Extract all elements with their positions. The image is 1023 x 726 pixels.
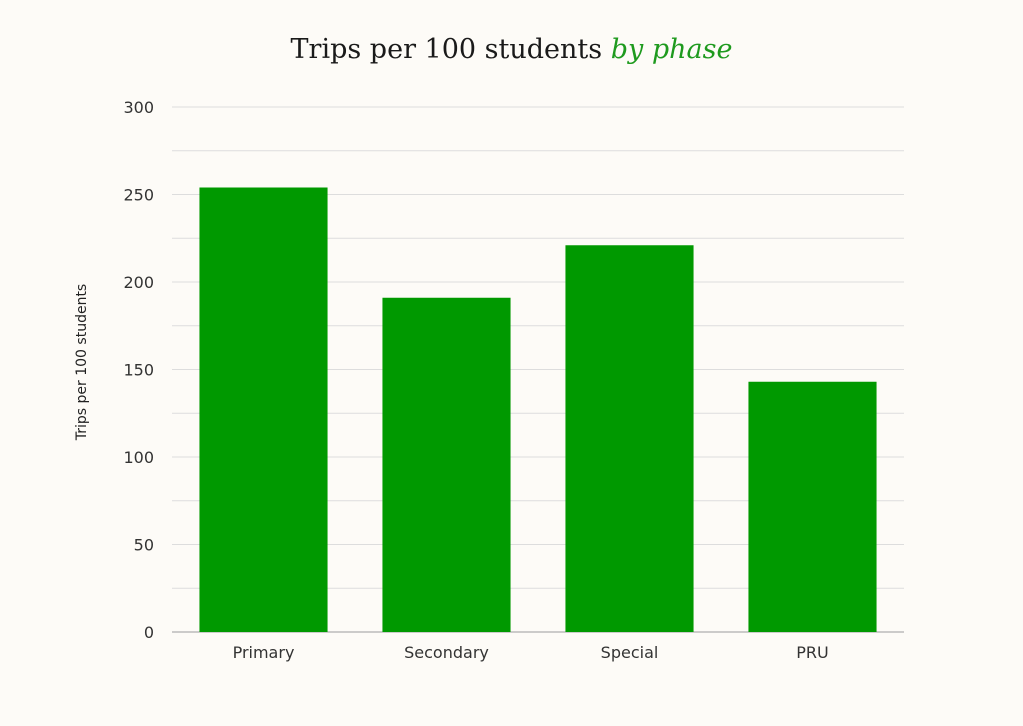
y-tick-label: 150 — [123, 361, 154, 380]
chart-title: Trips per 100 students by phase — [0, 34, 1023, 65]
y-tick-label: 0 — [144, 623, 154, 642]
x-tick-label: Special — [601, 643, 659, 662]
x-tick-label: Secondary — [404, 643, 489, 662]
y-tick-label: 250 — [123, 186, 154, 205]
y-tick-label: 300 — [123, 98, 154, 117]
y-tick-label: 100 — [123, 448, 154, 467]
x-tick-label: Primary — [233, 643, 295, 662]
y-axis-label: Trips per 100 students — [74, 284, 90, 441]
bar-special — [565, 245, 694, 632]
chart-title-main: Trips per 100 students — [290, 34, 603, 65]
label-layer: 0 50 100 150 200 250 300 Primary Secondary Specia… — [123, 98, 828, 662]
y-tick-label: 50 — [134, 536, 154, 555]
x-tick-label: PRU — [796, 643, 828, 662]
y-tick-label: 200 — [123, 273, 154, 292]
bar-primary — [199, 187, 328, 632]
bar-secondary — [382, 297, 511, 632]
chart-title-accent: by phase — [610, 34, 733, 65]
bar-layer — [199, 187, 877, 632]
bar-pru — [748, 381, 877, 632]
